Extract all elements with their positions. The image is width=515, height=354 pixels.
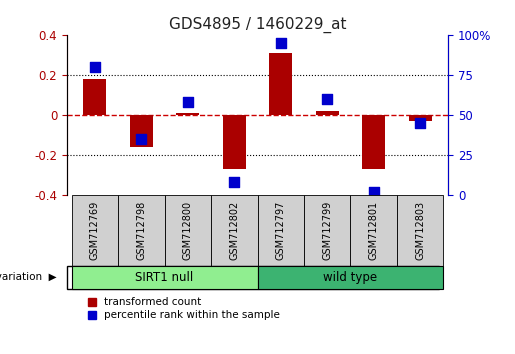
Legend: transformed count, percentile rank within the sample: transformed count, percentile rank withi… — [88, 297, 280, 320]
Text: GSM712797: GSM712797 — [276, 200, 286, 260]
Bar — [83, 79, 107, 115]
Bar — [130, 115, 153, 147]
Text: GSM712803: GSM712803 — [415, 200, 425, 260]
Text: genotype/variation  ▶: genotype/variation ▶ — [0, 272, 57, 282]
Bar — [211, 195, 258, 266]
Bar — [258, 195, 304, 266]
Bar — [362, 115, 385, 169]
Text: GSM712802: GSM712802 — [229, 200, 239, 260]
Bar — [165, 195, 211, 266]
Point — [184, 99, 192, 105]
Text: SIRT1 null: SIRT1 null — [135, 270, 194, 284]
Point — [370, 189, 378, 194]
Bar — [222, 115, 246, 169]
Point — [416, 120, 424, 126]
Text: GSM712769: GSM712769 — [90, 200, 100, 260]
Bar — [118, 195, 165, 266]
Text: GSM712800: GSM712800 — [183, 200, 193, 260]
Bar — [316, 111, 339, 115]
Point — [230, 179, 238, 185]
Bar — [408, 115, 432, 121]
Bar — [72, 266, 258, 289]
Text: wild type: wild type — [323, 270, 377, 284]
Point — [91, 64, 99, 70]
Text: GSM712801: GSM712801 — [369, 200, 379, 260]
Bar — [350, 195, 397, 266]
Point — [277, 41, 285, 46]
Point — [323, 96, 331, 102]
Bar — [258, 266, 443, 289]
Text: GSM712798: GSM712798 — [136, 200, 146, 260]
Bar — [72, 195, 118, 266]
Bar — [397, 195, 443, 266]
Bar — [304, 195, 350, 266]
Title: GDS4895 / 1460229_at: GDS4895 / 1460229_at — [169, 16, 346, 33]
Bar — [269, 53, 293, 115]
Text: GSM712799: GSM712799 — [322, 200, 332, 260]
Point — [137, 136, 145, 142]
Bar — [176, 113, 199, 115]
